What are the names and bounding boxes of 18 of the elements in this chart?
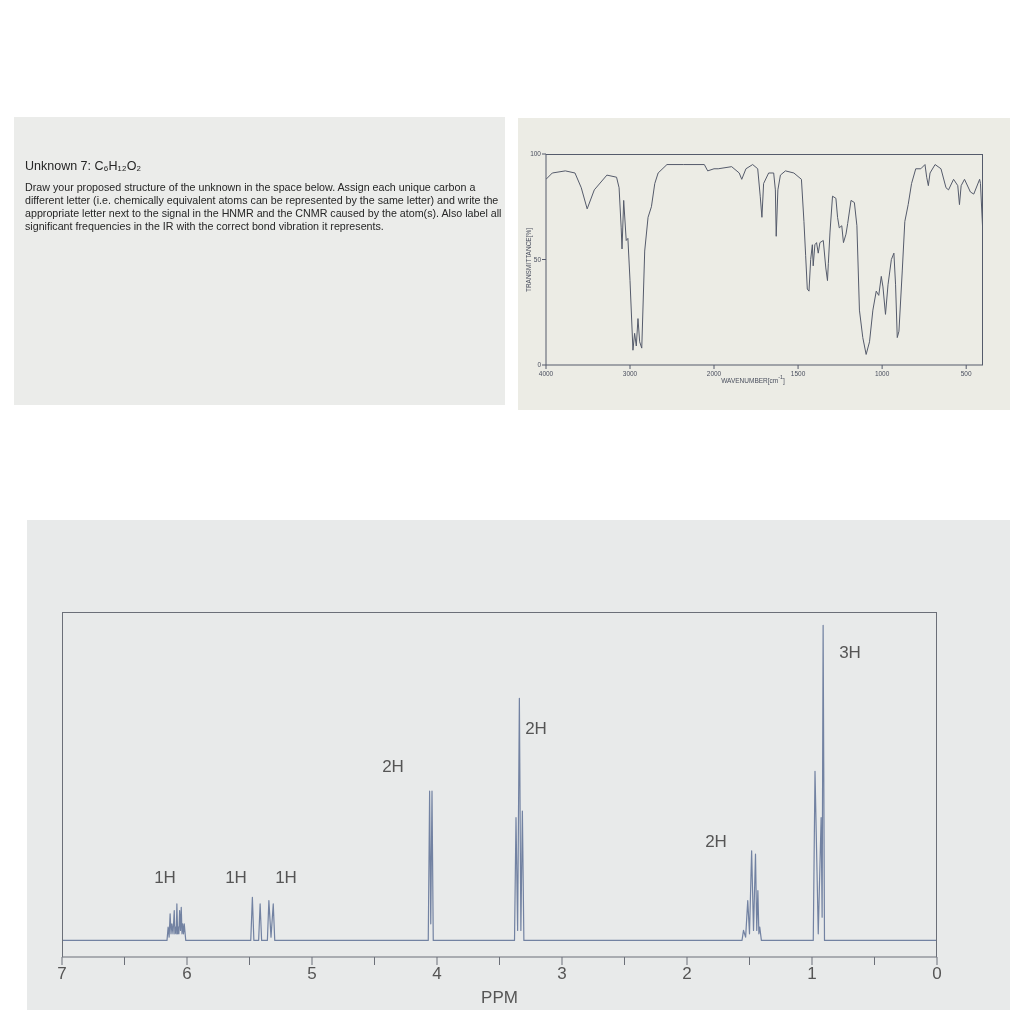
x-tick-label: 4: [432, 964, 442, 984]
x-tick-label: 0: [932, 964, 942, 984]
annotation: 2H: [382, 757, 404, 777]
annotation: 2H: [525, 719, 547, 739]
annotation: 3H: [839, 643, 861, 663]
text: Draw your proposed structure of the unknown in the space below. Assign each unique carbon a different letter (i.e. chemically equivalent atoms can be represented by the same letter) and write the appropriate letter next to the signal in the HNMR and the CNMR caused by the atom(s). Also label all significant frequencies in the IR with the correct bond vibration it represents.: [25, 181, 503, 234]
annotation: 2H: [705, 832, 727, 852]
x-tick-label: 6: [182, 964, 192, 984]
annotation: 1H: [275, 868, 297, 888]
annotation: 1H: [154, 868, 176, 888]
x-tick-label: 2: [682, 964, 692, 984]
annotation: 1H: [225, 868, 247, 888]
text: Unknown 7: C₆H₁₂O₂: [25, 159, 142, 173]
x-tick-label: 1: [807, 964, 817, 984]
x-tick-label: 3: [557, 964, 567, 984]
x-tick-label: 5: [307, 964, 317, 984]
x-tick-label: 7: [57, 964, 67, 984]
x-axis-title: PPM: [481, 988, 518, 1008]
